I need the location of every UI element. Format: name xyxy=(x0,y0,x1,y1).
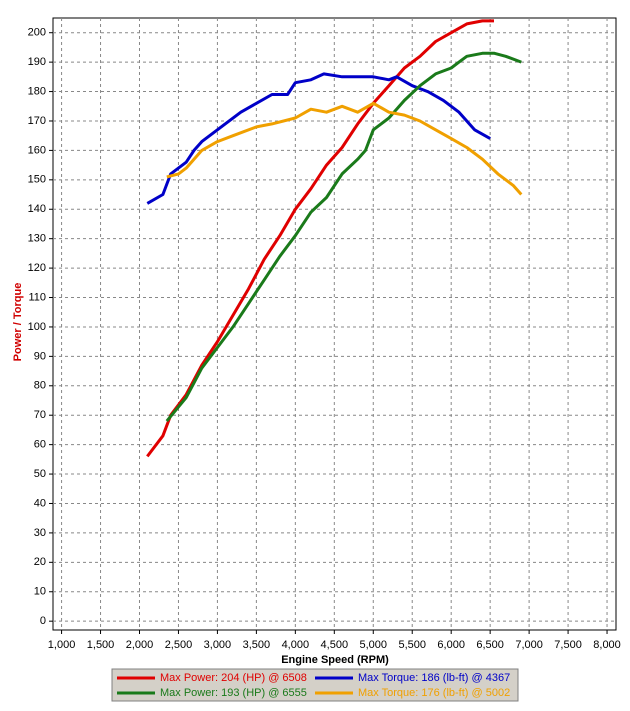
x-axis-label: Engine Speed (RPM) xyxy=(281,654,389,666)
legend-label: Max Torque: 176 (lb-ft) @ 5002 xyxy=(358,687,510,699)
y-tick-label: 10 xyxy=(34,586,46,598)
x-tick-label: 7,000 xyxy=(515,639,543,651)
y-tick-label: 80 xyxy=(34,380,46,392)
y-tick-label: 160 xyxy=(28,144,46,156)
x-tick-label: 7,500 xyxy=(554,639,582,651)
series-line xyxy=(166,101,523,196)
y-tick-label: 150 xyxy=(28,174,46,186)
y-tick-label: 130 xyxy=(28,233,46,245)
x-tick-label: 8,000 xyxy=(593,639,621,651)
y-tick-label: 60 xyxy=(34,439,46,451)
series-line xyxy=(146,72,491,205)
y-tick-label: 20 xyxy=(34,556,46,568)
series-line xyxy=(165,51,522,423)
x-tick-label: 1,000 xyxy=(48,639,76,651)
x-tick-label: 3,500 xyxy=(243,639,271,651)
y-tick-label: 0 xyxy=(40,615,46,627)
x-tick-label: 5,500 xyxy=(398,639,426,651)
y-tick-label: 140 xyxy=(28,203,46,215)
x-tick-label: 3,000 xyxy=(204,639,232,651)
y-tick-label: 90 xyxy=(34,350,46,362)
x-tick-label: 4,500 xyxy=(321,639,349,651)
y-tick-label: 50 xyxy=(34,468,46,480)
y-tick-label: 180 xyxy=(28,85,46,97)
y-tick-label: 200 xyxy=(28,27,46,39)
y-tick-label: 100 xyxy=(28,321,46,333)
legend-label: Max Power: 204 (HP) @ 6508 xyxy=(160,672,307,684)
y-tick-label: 110 xyxy=(28,291,46,303)
legend xyxy=(111,668,519,702)
x-tick-label: 6,500 xyxy=(476,639,504,651)
y-tick-label: 120 xyxy=(28,262,46,274)
legend-label: Max Torque: 186 (lb-ft) @ 4367 xyxy=(358,672,510,684)
x-tick-label: 4,000 xyxy=(282,639,310,651)
x-tick-label: 2,500 xyxy=(165,639,193,651)
x-tick-label: 2,000 xyxy=(126,639,154,651)
y-tick-label: 170 xyxy=(28,115,46,127)
y-tick-label: 70 xyxy=(34,409,46,421)
y-tick-label: 190 xyxy=(28,56,46,68)
y-tick-label: 40 xyxy=(34,497,46,509)
y-axis-label: Power / Torque xyxy=(12,283,24,362)
y-tick-label: 30 xyxy=(34,527,46,539)
x-tick-label: 6,000 xyxy=(437,639,465,651)
legend-label: Max Power: 193 (HP) @ 6555 xyxy=(160,687,307,699)
x-tick-label: 1,500 xyxy=(87,639,115,651)
x-tick-label: 5,000 xyxy=(360,639,388,651)
